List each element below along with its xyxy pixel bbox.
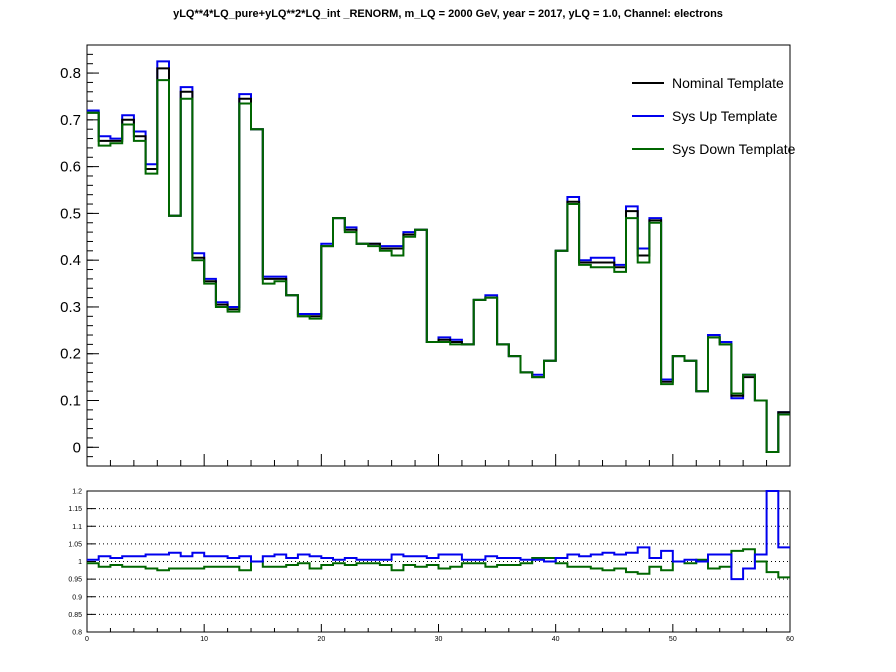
ratio-y-tick-label: 1.1: [72, 524, 82, 531]
y-tick-label: 0.3: [60, 299, 81, 316]
y-tick-label: 0: [73, 439, 81, 456]
legend-entry: Sys Up Template: [672, 108, 778, 124]
ratio-y-tick-label: 0.8: [72, 630, 82, 637]
y-tick-label: 0.4: [60, 252, 81, 269]
ratio-y-tick-label: 0.95: [68, 577, 82, 584]
ratio-y-tick-label: 1.2: [72, 489, 82, 496]
ratio-x-tick-label: 10: [200, 636, 208, 643]
ratio-x-tick-label: 0: [85, 636, 89, 643]
y-tick-label: 0.6: [60, 159, 81, 176]
y-tick-label: 0.8: [60, 65, 81, 82]
ratio-x-tick-label: 30: [435, 636, 443, 643]
ratio-y-tick-label: 0.85: [68, 612, 82, 619]
ratio-y-tick-label: 0.9: [72, 594, 82, 601]
ratio-y-tick-label: 1: [78, 559, 82, 566]
y-tick-label: 0.1: [60, 393, 81, 410]
y-tick-label: 0.7: [60, 112, 81, 129]
ratio-x-tick-label: 40: [552, 636, 560, 643]
ratio-y-tick-label: 1.15: [68, 506, 82, 513]
legend-entry: Sys Down Template: [672, 141, 796, 157]
legend-entry: Nominal Template: [672, 75, 784, 91]
ratio-x-tick-label: 50: [669, 636, 677, 643]
plot-title: yLQ**4*LQ_pure+yLQ**2*LQ_int _RENORM, m_…: [173, 8, 723, 20]
y-tick-label: 0.5: [60, 205, 81, 222]
series-line-sys_down: [87, 79, 790, 453]
y-tick-label: 0.2: [60, 346, 81, 363]
ratio-x-tick-label: 60: [786, 636, 794, 643]
ratio-line-sys_up: [87, 490, 790, 581]
ratio-y-tick-label: 1.05: [68, 541, 82, 548]
ratio-x-tick-label: 20: [317, 636, 325, 643]
